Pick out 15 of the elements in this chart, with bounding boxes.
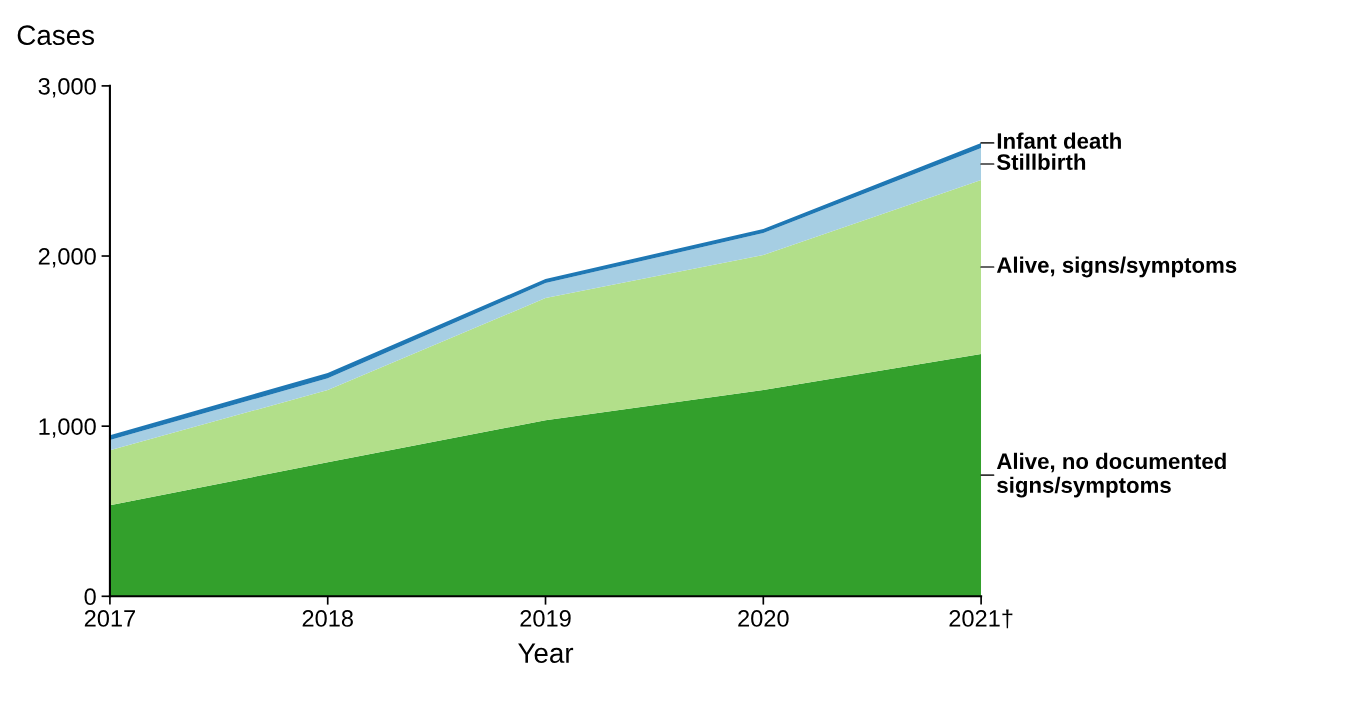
- series-label: Alive, signs/symptoms: [996, 256, 1237, 278]
- y-tick-label: 1,000: [39, 418, 96, 438]
- y-tick-label: 2,000: [38, 248, 96, 268]
- x-tick-label: 2021†: [949, 609, 1013, 629]
- x-axis-title: Year: [518, 643, 574, 664]
- series-label: Stillbirth: [997, 153, 1086, 170]
- y-tick-label: 3,000: [38, 77, 96, 98]
- x-tick-label: 2018: [302, 610, 353, 627]
- series-label: Infant death: [997, 132, 1121, 149]
- y-tick-label: 0: [84, 588, 96, 606]
- series-label: Alive, no documented signs/symptoms: [996, 452, 1226, 498]
- x-tick-label: 2019: [520, 610, 571, 627]
- x-tick-label: 2017: [84, 610, 135, 627]
- y-axis-title: Cases: [17, 25, 95, 46]
- x-tick-label: 2020: [738, 610, 789, 627]
